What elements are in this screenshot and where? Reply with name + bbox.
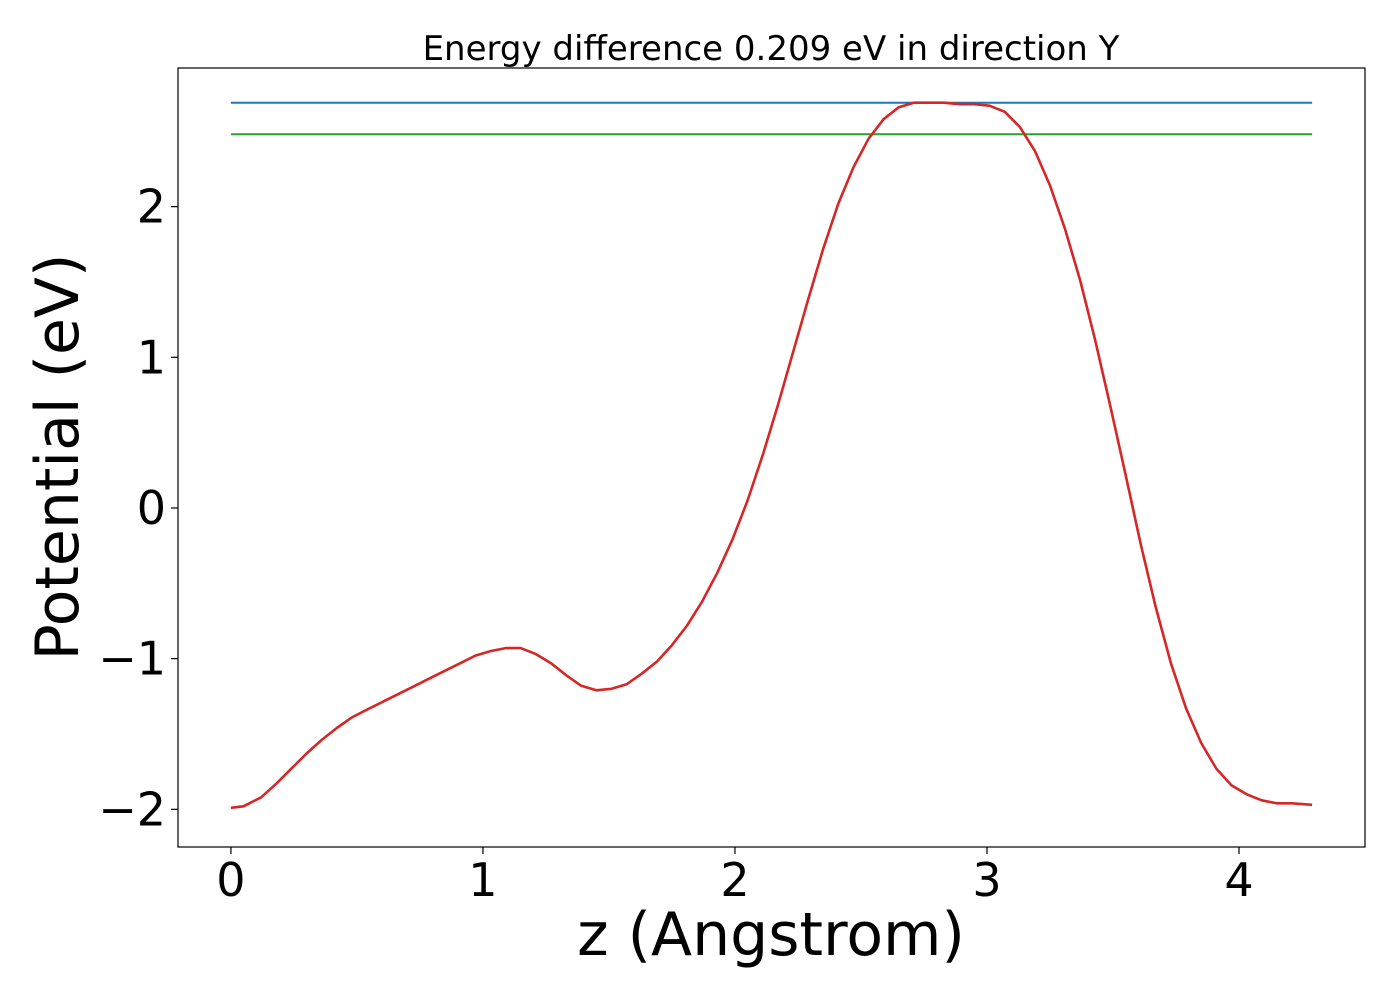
y-axis-label: Potential (eV)	[23, 254, 93, 661]
x-axis-label: z (Angstrom)	[577, 900, 965, 970]
series-line-2	[230, 101, 1313, 810]
x-tick-label: 1	[468, 853, 497, 907]
chart-title: Energy difference 0.209 eV in direction …	[423, 29, 1120, 69]
x-tick-label: 4	[1224, 853, 1253, 907]
plot-area	[177, 67, 1366, 848]
plot-frame	[177, 67, 1366, 848]
y-axis-ticks: −2 −1 0 1 2	[98, 180, 178, 836]
y-tick-label: −2	[98, 782, 166, 836]
y-tick-label: −1	[98, 632, 166, 686]
y-tick-label: 1	[137, 330, 166, 384]
y-tick-label: 2	[137, 180, 166, 234]
series-layer	[230, 101, 1313, 810]
x-tick-label: 0	[216, 853, 245, 907]
y-tick-label: 0	[137, 481, 166, 535]
x-tick-label: 2	[720, 853, 749, 907]
x-axis-ticks: 0 1 2 3 4	[216, 847, 1254, 907]
x-tick-label: 3	[972, 853, 1001, 907]
